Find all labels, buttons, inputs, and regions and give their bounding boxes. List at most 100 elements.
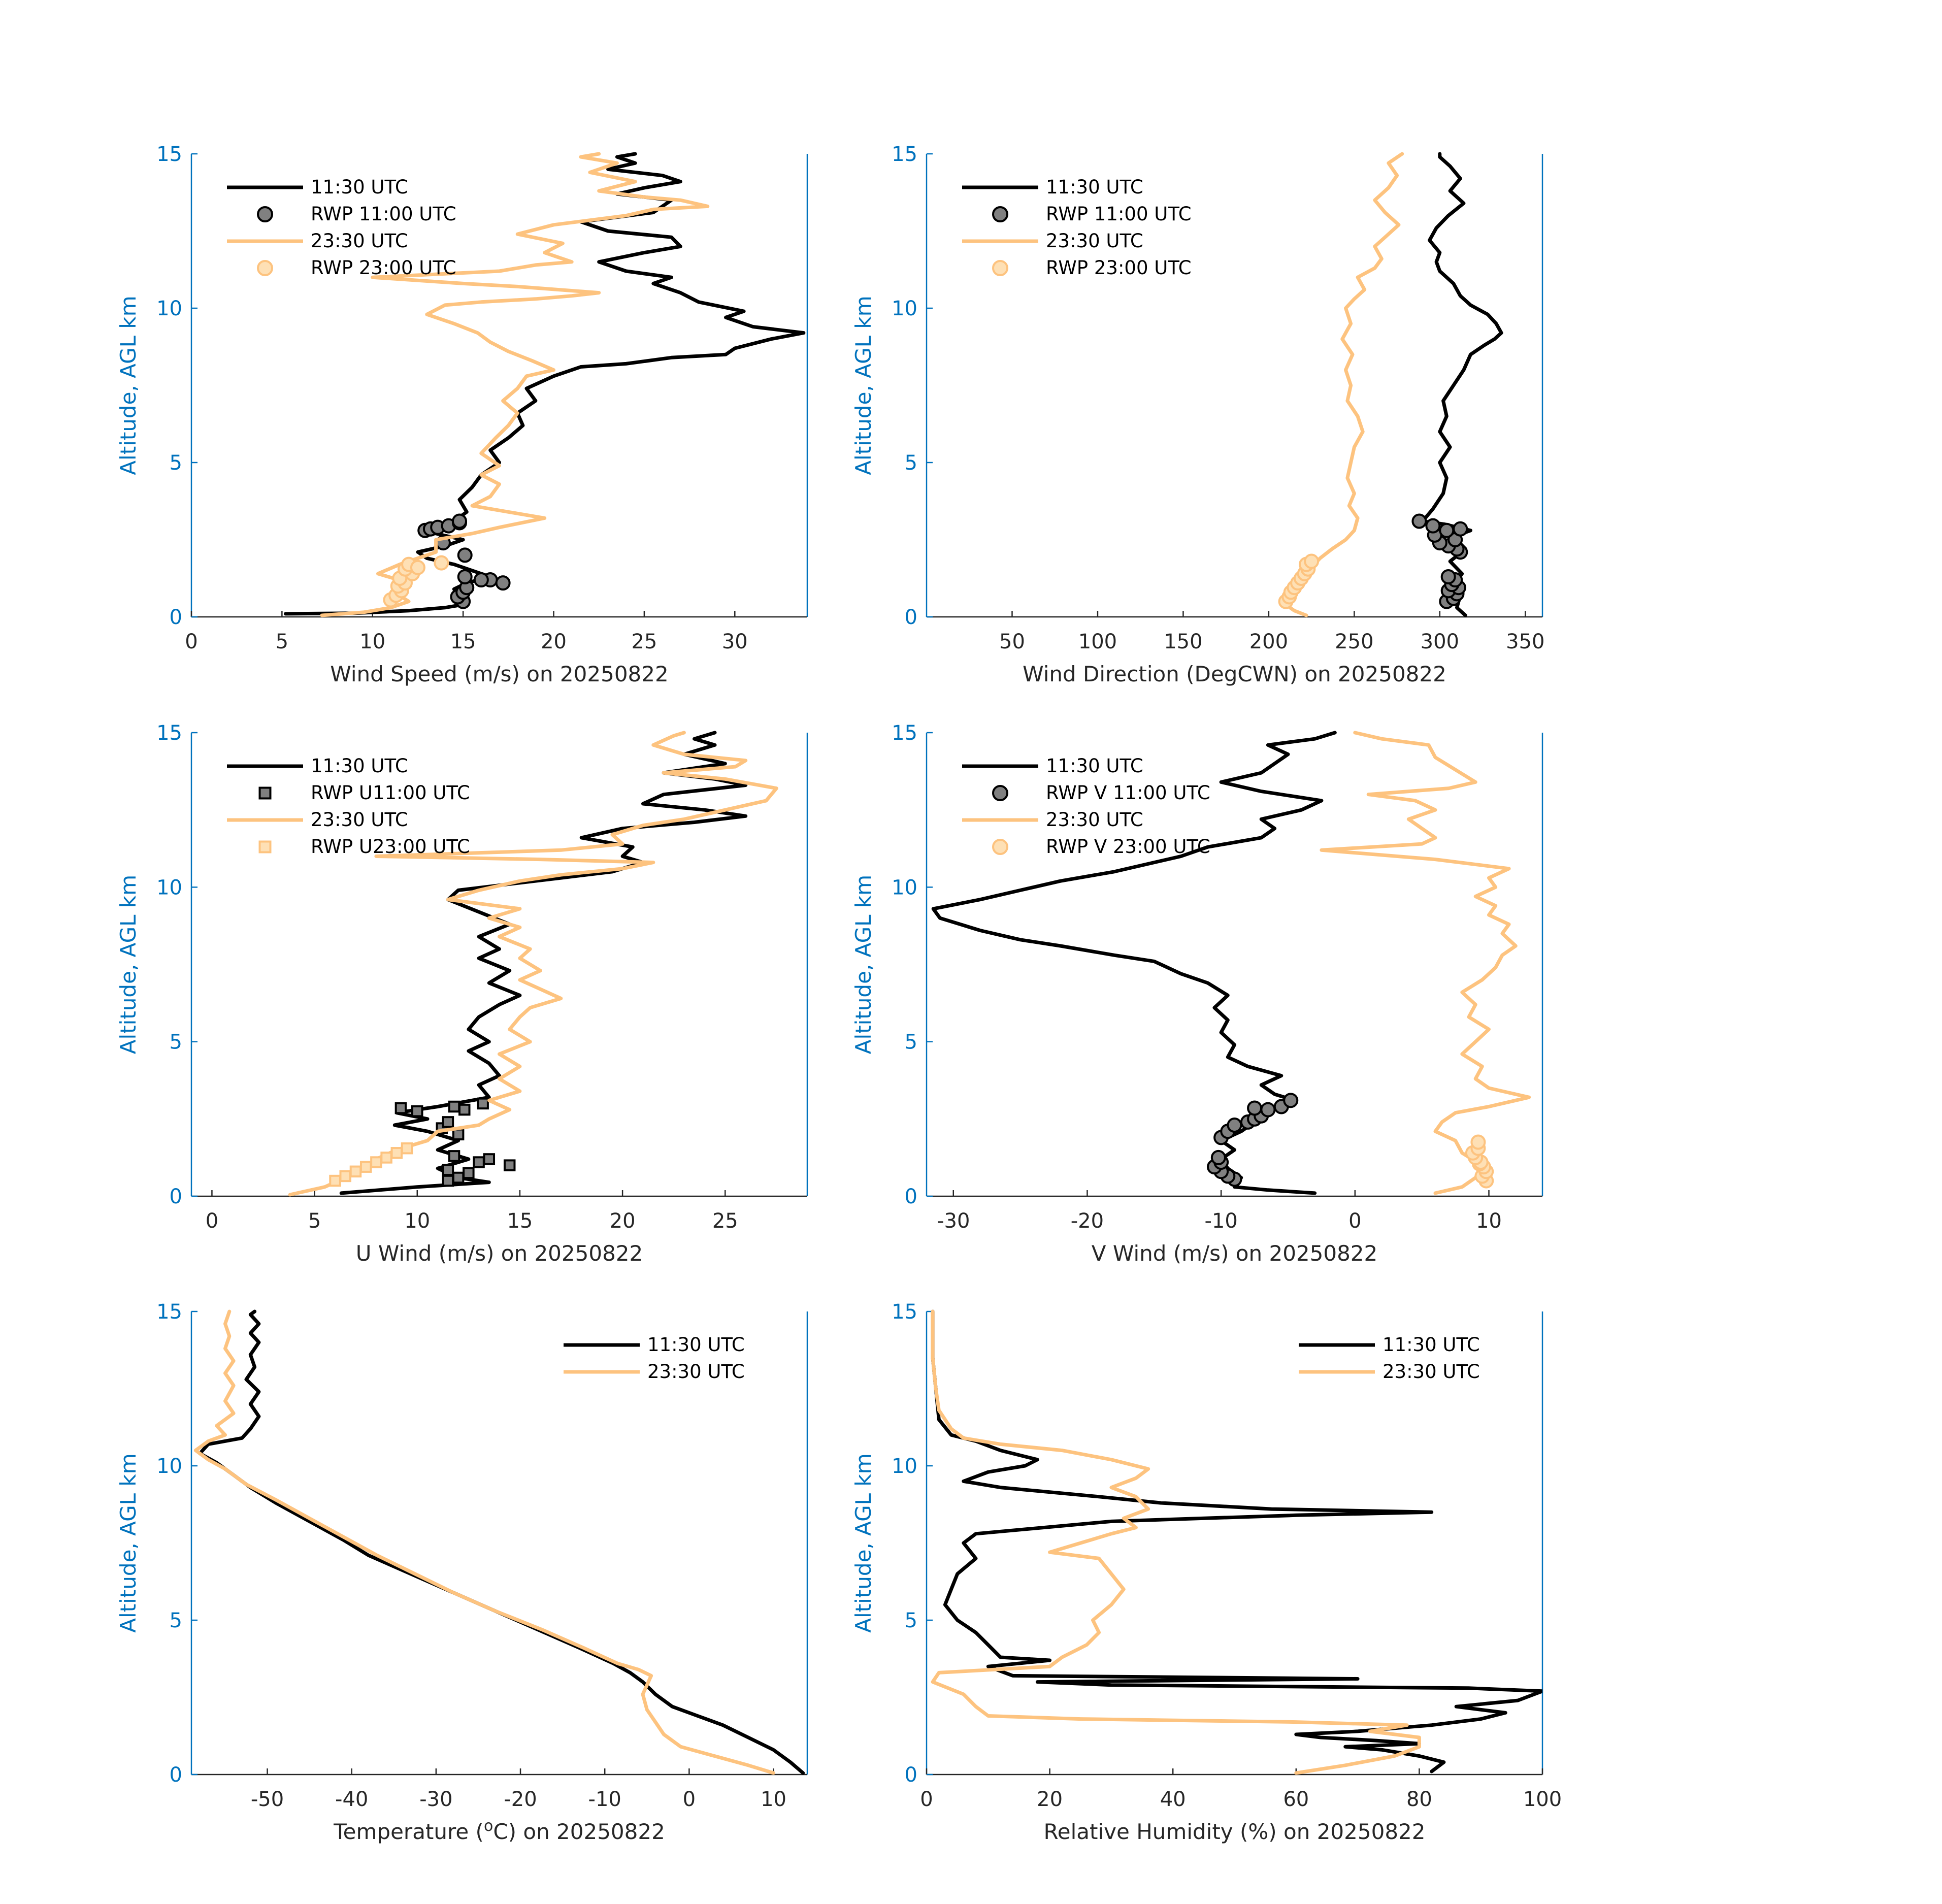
legend-marker-swatch [258, 786, 272, 800]
legend-marker-swatch [992, 785, 1008, 801]
x-tick-label: 25 [712, 1209, 738, 1233]
x-axis-label: V Wind (m/s) on 20250822 [1092, 1241, 1378, 1266]
x-axis-label: Temperature (oC) on 20250822 [333, 1817, 665, 1844]
data-point [442, 1116, 454, 1128]
x-tick-label: 15 [507, 1209, 533, 1233]
y-tick-label: 15 [156, 1300, 182, 1324]
series-23-30-utc-line [320, 152, 710, 617]
data-point [452, 1171, 465, 1184]
y-tick-label: 0 [905, 1763, 917, 1787]
y-tick-label: 15 [156, 143, 182, 166]
chart-wind-direction: 50 100 150 200 250 300 350 0 5 10 15 Wind Direction… [851, 143, 1544, 686]
plot-area [1278, 152, 1503, 617]
y-axis-label: Altitude, AGL km [851, 296, 876, 475]
data-point [394, 1102, 407, 1114]
data-point [1304, 553, 1320, 569]
legend-marker-swatch [992, 206, 1008, 222]
y-tick-label: 5 [170, 1609, 182, 1632]
data-point [477, 1097, 489, 1110]
data-point [463, 1167, 475, 1179]
legend-marker-swatch [257, 206, 273, 222]
x-tick-label: 50 [999, 630, 1025, 653]
y-tick-label: 15 [892, 143, 917, 166]
x-tick-label: 25 [631, 630, 657, 653]
x-tick-label: 350 [1506, 630, 1544, 653]
series-23-30-utc-line [931, 1309, 1421, 1775]
data-point [411, 1105, 423, 1118]
y-axis-label: Altitude, AGL km [116, 1453, 141, 1632]
data-point [1453, 521, 1468, 537]
x-axis-label-superscript: o [484, 1817, 493, 1835]
legend-label: RWP 23:00 UTC [311, 257, 456, 279]
y-tick-label: 0 [905, 606, 917, 629]
legend-marker-swatch [258, 840, 272, 853]
data-point [390, 1147, 403, 1159]
legend-label: 23:30 UTC [311, 230, 408, 252]
data-point [452, 513, 468, 529]
data-point [1411, 513, 1427, 529]
x-tick-label: 80 [1406, 1788, 1432, 1811]
data-point [442, 1164, 454, 1176]
y-axis-label: Altitude, AGL km [116, 296, 141, 475]
x-tick-label: -40 [335, 1788, 368, 1811]
data-point [1210, 1150, 1226, 1165]
plot-area [288, 731, 778, 1197]
legend-marker-swatch [992, 260, 1008, 276]
data-point [457, 547, 473, 563]
legend-marker-swatch [257, 260, 273, 276]
y-tick-label: 10 [892, 1455, 917, 1478]
y-tick-label: 0 [170, 1185, 182, 1208]
x-tick-label: -20 [1071, 1209, 1104, 1233]
plot-area [284, 152, 806, 617]
series-rwp-23-00-utc-markers [1278, 553, 1320, 609]
data-point [1283, 1093, 1299, 1108]
data-point [457, 569, 473, 584]
plot-area [193, 1309, 805, 1775]
data-point [503, 1159, 516, 1171]
legend: 11:30 UTC 23:30 UTC [564, 1334, 745, 1383]
legend-label: 23:30 UTC [1046, 230, 1143, 252]
x-tick-label: 15 [450, 630, 476, 653]
legend-label: RWP V 23:00 UTC [1046, 836, 1210, 858]
chart-wind-speed: 0 5 10 15 20 25 30 0 5 10 15 Wind Speed (m/s) on 20… [116, 143, 808, 686]
series-11-30-utc-line [284, 152, 806, 616]
y-axis-label: Altitude, AGL km [851, 1453, 876, 1632]
x-tick-label: 10 [359, 630, 385, 653]
legend-label: RWP 11:00 UTC [1046, 203, 1192, 225]
data-point [495, 575, 511, 591]
data-point [401, 1142, 413, 1155]
data-point [370, 1156, 382, 1168]
legend-label: 23:30 UTC [311, 809, 408, 831]
data-point [1425, 518, 1441, 534]
legend-label: 11:30 UTC [311, 755, 408, 777]
series-rwp-v-11-00-utc-markers [1206, 1093, 1299, 1187]
plot-area [931, 1309, 1542, 1775]
x-tick-label: 200 [1249, 630, 1288, 653]
x-tick-label: -10 [1204, 1209, 1237, 1233]
legend-label: RWP 23:00 UTC [1046, 257, 1192, 279]
x-tick-label: 20 [610, 1209, 636, 1233]
y-tick-label: 5 [170, 1031, 182, 1054]
legend-label: RWP V 11:00 UTC [1046, 782, 1210, 804]
x-tick-label: 0 [1348, 1209, 1361, 1233]
x-axis-label: Wind Direction (DegCWN) on 20250822 [1023, 662, 1446, 686]
x-axis-label: Wind Speed (m/s) on 20250822 [330, 662, 668, 686]
data-point [359, 1161, 372, 1173]
x-tick-label: -30 [419, 1788, 452, 1811]
x-tick-label: 100 [1078, 630, 1117, 653]
x-tick-label: 0 [920, 1788, 933, 1811]
chart-temperature: -50 -40 -30 -20 -10 0 10 0 5 10 15 Temperature (oC)… [116, 1300, 808, 1844]
y-axis-label: Altitude, AGL km [851, 875, 876, 1054]
data-point [380, 1152, 392, 1164]
legend: 11:30 UTC RWP 11:00 UTC 23:30 UTC RWP 23:00… [962, 176, 1192, 279]
y-tick-label: 0 [905, 1185, 917, 1208]
x-tick-label: 250 [1335, 630, 1373, 653]
x-tick-label: 20 [541, 630, 567, 653]
data-point [1247, 1100, 1263, 1116]
series-rwp-11-00-utc-markers [1411, 513, 1468, 609]
x-tick-label: 0 [683, 1788, 696, 1811]
x-tick-label: 60 [1283, 1788, 1309, 1811]
data-point [410, 560, 425, 575]
chart-relative-humidity: 0 20 40 60 80 100 0 5 10 15 Relative Humidity (%) … [851, 1300, 1562, 1844]
